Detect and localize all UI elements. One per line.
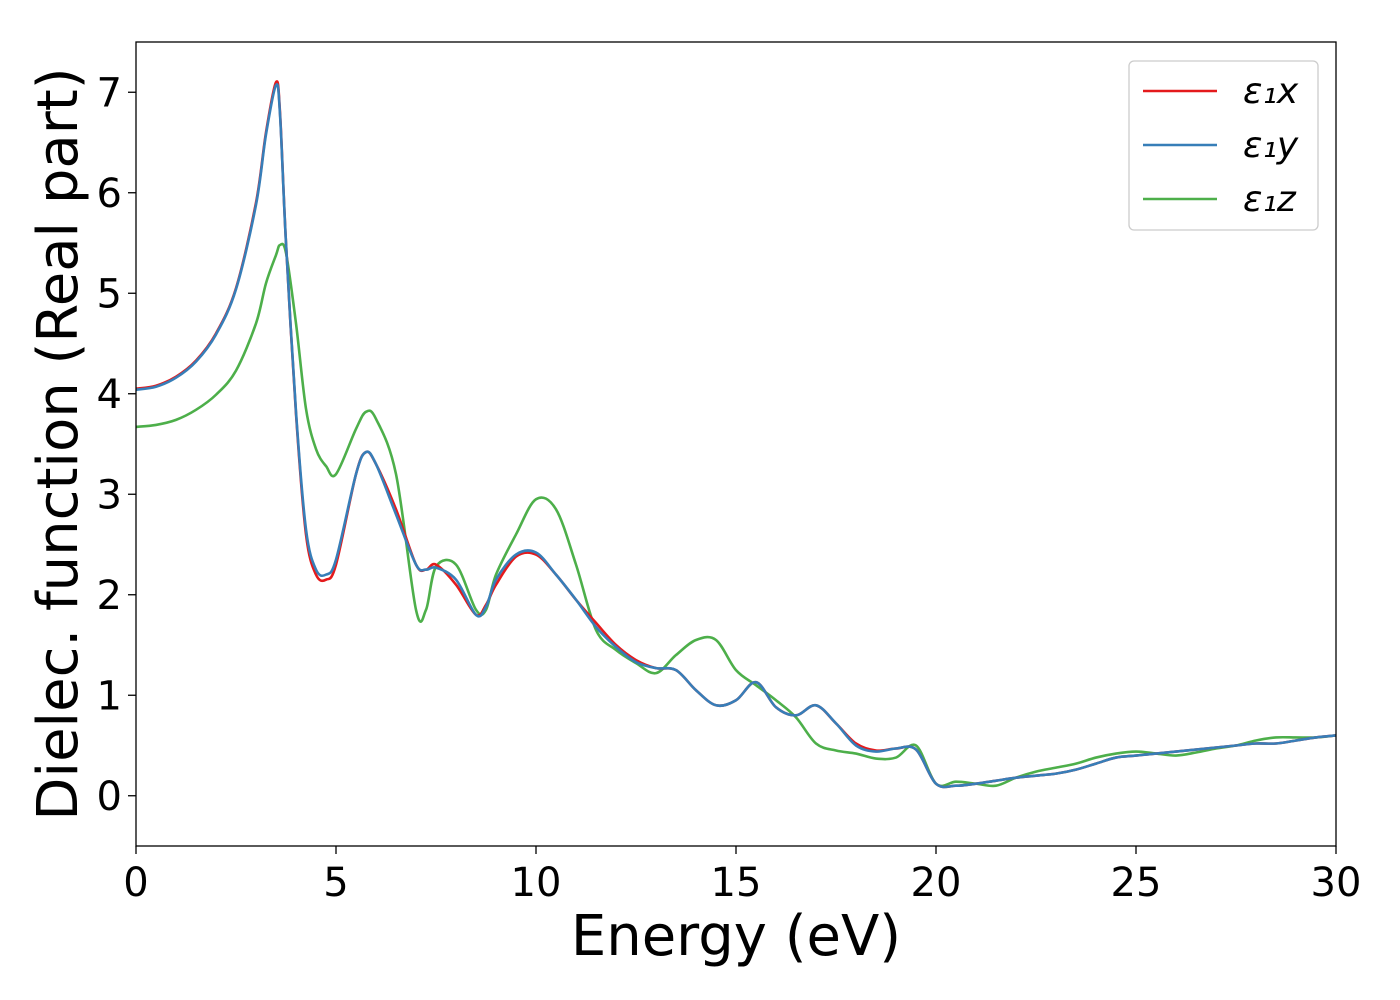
legend-label: ε₁x [1243, 71, 1299, 112]
series-line-3 [136, 242, 1336, 788]
y-tick-label: 1 [97, 673, 122, 719]
x-tick-label: 25 [1111, 860, 1162, 906]
y-axis-label: Dielec. function (Real part) [26, 67, 91, 820]
y-tick-label: 2 [97, 573, 122, 619]
legend-label: ε₁y [1243, 125, 1299, 166]
legend-label: ε₁z [1243, 179, 1297, 220]
x-tick-label: 20 [911, 860, 962, 906]
series-line-2 [136, 83, 1336, 789]
y-tick-label: 6 [97, 171, 122, 217]
x-tick-label: 5 [323, 860, 348, 906]
x-axis: 0 5 10 15 20 25 30 [123, 846, 1361, 906]
x-tick-label: 0 [123, 860, 148, 906]
legend-box [1128, 60, 1319, 231]
y-axis: 0 1 2 3 4 5 6 7 [97, 70, 136, 820]
x-tick-label: 30 [1311, 860, 1362, 906]
x-axis-label: Energy (eV) [571, 904, 901, 969]
x-tick-label: 10 [511, 860, 562, 906]
series-layer [136, 80, 1336, 789]
y-tick-label: 5 [97, 271, 122, 317]
y-tick-label: 4 [97, 372, 122, 418]
y-tick-label: 0 [97, 774, 122, 820]
y-tick-label: 3 [97, 472, 122, 518]
x-tick-label: 15 [711, 860, 762, 906]
legend: ε₁x ε₁y ε₁z [1128, 60, 1319, 231]
y-tick-label: 7 [97, 70, 122, 116]
